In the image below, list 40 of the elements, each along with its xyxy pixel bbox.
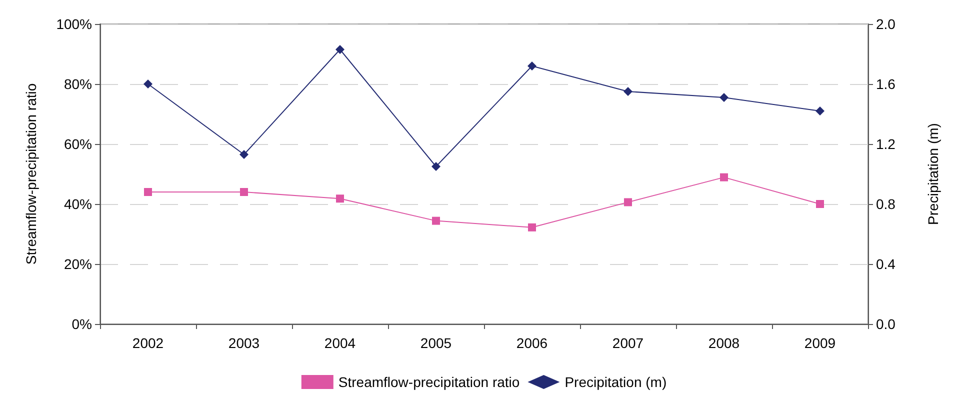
y-tick-label: 100% bbox=[56, 16, 92, 32]
y2-tick-label: 0.4 bbox=[876, 256, 896, 272]
y2-tick-label: 0.0 bbox=[876, 316, 896, 332]
y-axis-title: Streamflow-precipitation ratio bbox=[23, 83, 39, 265]
point bbox=[432, 216, 440, 225]
y-tick-label: 60% bbox=[64, 136, 92, 152]
x-tick-label: 2002 bbox=[132, 335, 164, 351]
legend-label: Precipitation (m) bbox=[564, 374, 667, 390]
y-tick-label: 80% bbox=[64, 76, 92, 92]
y2-tick-label: 1.6 bbox=[876, 76, 896, 92]
point bbox=[240, 188, 248, 196]
point bbox=[144, 80, 152, 88]
x-tick-label: 2006 bbox=[516, 335, 548, 351]
x-tick-label: 2007 bbox=[612, 335, 644, 351]
point bbox=[624, 87, 632, 96]
y2-tick-label: 1.2 bbox=[876, 136, 896, 152]
y-tick-label: 40% bbox=[64, 196, 92, 212]
y2-axis-title: Precipitation (m) bbox=[925, 123, 941, 225]
x-tick-label: 2008 bbox=[708, 335, 740, 351]
y2-tick-label: 0.8 bbox=[876, 196, 896, 212]
legend-label: Streamflow-precipitation ratio bbox=[338, 374, 520, 390]
x-tick-label: 2004 bbox=[324, 335, 356, 351]
x-tick-label: 2005 bbox=[420, 335, 452, 351]
point bbox=[528, 223, 536, 232]
point bbox=[144, 188, 152, 196]
point bbox=[816, 200, 824, 208]
y-tick-label: 20% bbox=[64, 256, 92, 272]
point bbox=[720, 173, 728, 182]
point bbox=[816, 106, 824, 116]
point bbox=[336, 45, 344, 54]
point bbox=[432, 162, 440, 171]
x-tick-label: 2009 bbox=[804, 335, 836, 351]
point bbox=[624, 198, 632, 206]
point bbox=[240, 150, 248, 159]
x-tick-label: 2003 bbox=[228, 335, 260, 351]
point bbox=[720, 93, 728, 102]
y-tick-label: 0% bbox=[72, 316, 92, 332]
point bbox=[336, 194, 344, 203]
point bbox=[528, 62, 536, 70]
y2-tick-label: 2.0 bbox=[876, 16, 896, 32]
